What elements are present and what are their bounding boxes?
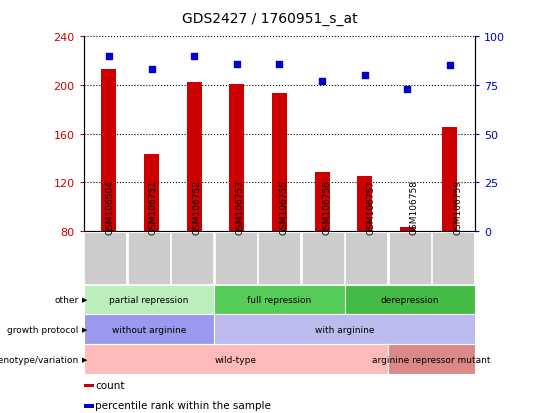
FancyBboxPatch shape xyxy=(215,233,257,284)
FancyBboxPatch shape xyxy=(259,233,300,284)
Bar xyxy=(230,85,244,231)
Text: ▶: ▶ xyxy=(82,356,87,362)
Bar xyxy=(272,94,287,231)
Text: full repression: full repression xyxy=(247,295,312,304)
Text: GSM106756: GSM106756 xyxy=(323,179,332,234)
Point xyxy=(275,61,284,68)
Point xyxy=(105,53,113,60)
Text: GSM106759: GSM106759 xyxy=(454,179,462,234)
Text: GSM106753: GSM106753 xyxy=(236,179,245,234)
FancyBboxPatch shape xyxy=(128,233,170,284)
Bar xyxy=(400,228,415,231)
FancyBboxPatch shape xyxy=(302,233,344,284)
Text: derepression: derepression xyxy=(381,295,439,304)
Text: arginine repressor mutant: arginine repressor mutant xyxy=(373,355,491,364)
FancyBboxPatch shape xyxy=(433,233,475,284)
Point xyxy=(318,78,326,85)
Text: percentile rank within the sample: percentile rank within the sample xyxy=(95,400,271,410)
Bar xyxy=(315,173,329,231)
Text: GSM106757: GSM106757 xyxy=(367,179,375,234)
Text: other: other xyxy=(54,295,78,304)
Point xyxy=(446,63,454,69)
Text: GSM106758: GSM106758 xyxy=(410,179,419,234)
Text: partial repression: partial repression xyxy=(109,295,188,304)
Point xyxy=(147,67,156,74)
Bar xyxy=(357,177,372,231)
Text: GSM106752: GSM106752 xyxy=(192,179,201,234)
Point xyxy=(360,73,369,79)
Point xyxy=(190,53,199,60)
Text: ▶: ▶ xyxy=(82,297,87,303)
Bar xyxy=(102,70,117,231)
FancyBboxPatch shape xyxy=(84,233,126,284)
Text: GSM106504: GSM106504 xyxy=(105,179,114,234)
Point xyxy=(403,86,411,93)
Text: without arginine: without arginine xyxy=(112,325,186,334)
Text: with arginine: with arginine xyxy=(315,325,374,334)
Bar xyxy=(84,384,93,387)
Text: growth protocol: growth protocol xyxy=(7,325,78,334)
Text: ▶: ▶ xyxy=(82,327,87,332)
Bar xyxy=(442,128,457,231)
FancyBboxPatch shape xyxy=(389,233,431,284)
Bar xyxy=(144,155,159,231)
Text: GSM106755: GSM106755 xyxy=(280,179,288,234)
Text: wild-type: wild-type xyxy=(215,355,257,364)
Text: genotype/variation: genotype/variation xyxy=(0,355,78,364)
Bar xyxy=(84,404,93,408)
Bar xyxy=(187,83,201,231)
Text: count: count xyxy=(95,380,125,390)
Text: GDS2427 / 1760951_s_at: GDS2427 / 1760951_s_at xyxy=(182,12,358,26)
FancyBboxPatch shape xyxy=(346,233,387,284)
Point xyxy=(233,61,241,68)
Text: GSM106751: GSM106751 xyxy=(149,179,158,234)
FancyBboxPatch shape xyxy=(172,233,213,284)
